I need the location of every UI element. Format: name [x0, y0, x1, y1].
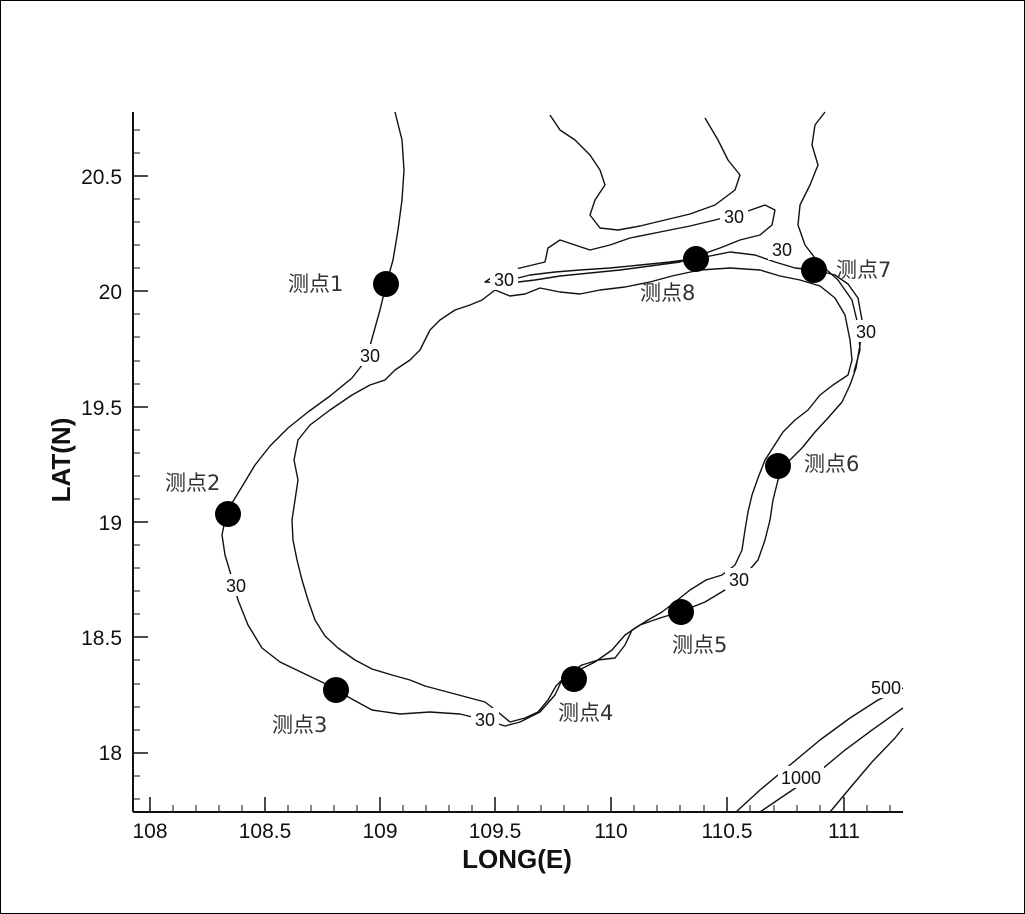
isobath-1000b — [829, 727, 904, 813]
station-marker-8[interactable] — [683, 246, 709, 272]
x-tick-labels: 108 108.5 109 109.5 110 110.5 111 — [132, 820, 859, 843]
y-axis-title: LAT(N) — [46, 418, 76, 503]
y-tick-label: 19.5 — [81, 397, 122, 420]
contour-label: 30 — [360, 346, 380, 366]
y-tick-labels: 18 18.5 19 19.5 20 20.5 — [81, 166, 122, 765]
station-marker-7[interactable] — [801, 257, 827, 283]
contour-label: 30 — [772, 240, 792, 260]
station-label-6: 测点6 — [804, 452, 859, 476]
contour-labels: 30 30 30 30 30 30 30 500 1000 — [222, 238, 902, 788]
x-axis-title: LONG(E) — [462, 844, 572, 874]
x-tick-label: 110.5 — [702, 820, 753, 843]
contour-label: 30 — [724, 207, 744, 227]
contour-label: 1000 — [781, 768, 821, 788]
x-tick-label: 109.5 — [469, 820, 522, 843]
station-marker-2[interactable] — [215, 501, 241, 527]
isobath-1000 — [759, 707, 904, 813]
x-tick-label: 111 — [828, 820, 860, 843]
y-tick-label: 18 — [99, 742, 122, 765]
stations: 测点1 测点2 测点3 测点4 测点5 测点6 测点7 测点8 — [165, 246, 891, 737]
east-coast — [797, 111, 861, 373]
x-tick-label: 109 — [362, 820, 397, 843]
station-label-4: 测点4 — [558, 701, 613, 725]
station-label-5: 测点5 — [672, 633, 727, 657]
contour-label: 30 — [729, 570, 749, 590]
station-label-8: 测点8 — [640, 281, 695, 305]
y-tick-label: 18.5 — [81, 627, 122, 650]
x-tick-label: 108.5 — [239, 820, 292, 843]
y-tick-label: 19 — [99, 512, 122, 535]
y-tick-label: 20 — [99, 281, 122, 304]
station-label-2: 测点2 — [165, 471, 220, 495]
axes — [132, 112, 903, 813]
contour-label: 30 — [856, 322, 876, 342]
station-marker-4[interactable] — [561, 666, 587, 692]
station-marker-3[interactable] — [323, 677, 349, 703]
peninsula-coast — [549, 114, 741, 231]
x-tick-label: 110 — [594, 820, 627, 843]
station-label-1: 测点1 — [288, 272, 343, 296]
contour-label: 30 — [494, 270, 514, 290]
station-marker-1[interactable] — [373, 271, 399, 297]
strait-coast — [484, 204, 776, 284]
station-label-3: 测点3 — [272, 713, 327, 737]
x-tick-label: 108 — [132, 820, 167, 843]
isobath-500 — [735, 687, 904, 813]
station-label-7: 测点7 — [836, 258, 891, 282]
y-tick-label: 20.5 — [81, 166, 122, 189]
contour-label: 30 — [226, 576, 246, 596]
station-marker-6[interactable] — [765, 453, 791, 479]
contour-label: 500 — [871, 678, 901, 698]
coastline — [291, 267, 853, 723]
station-marker-5[interactable] — [668, 599, 694, 625]
contour-label: 30 — [475, 710, 495, 730]
